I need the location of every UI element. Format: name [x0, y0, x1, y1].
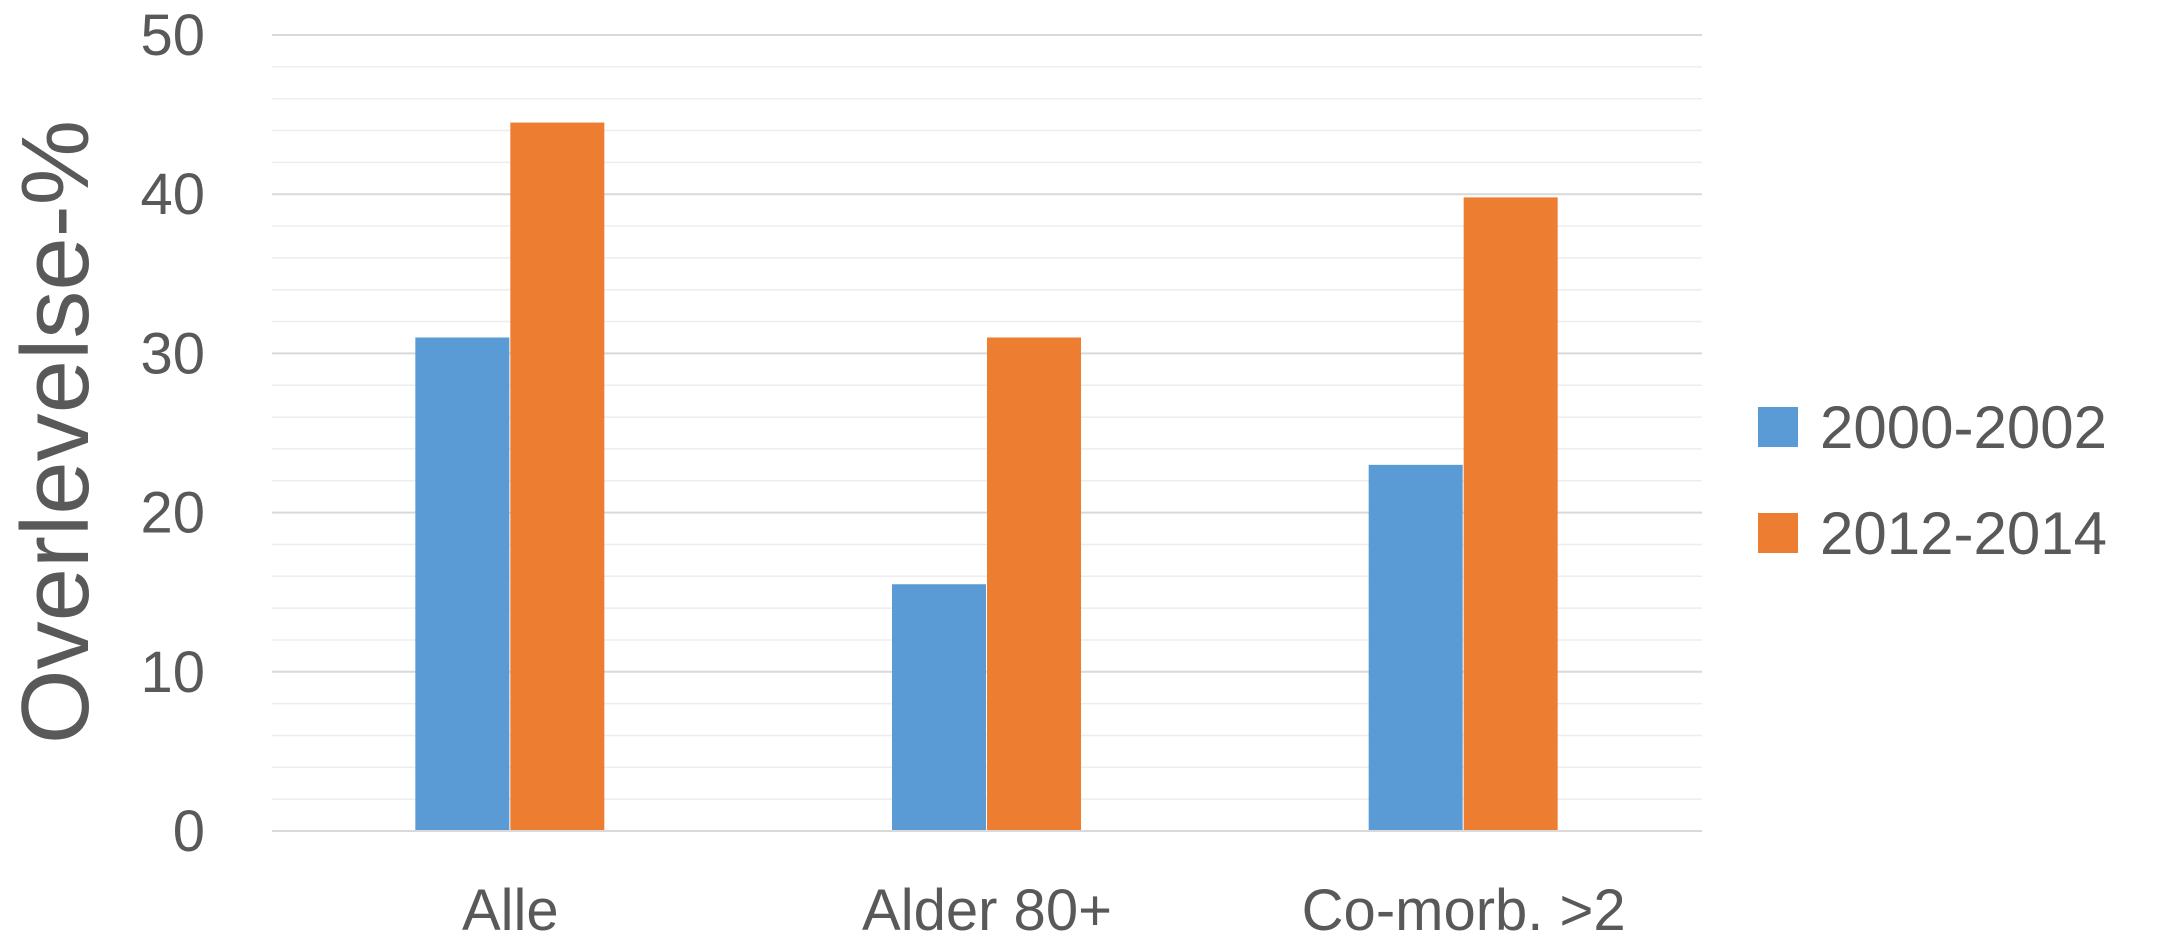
x-axis-categories: Alle Alder 80+ Co-morb. >2	[462, 878, 1626, 943]
legend-label: 2000-2002	[1820, 394, 2107, 461]
x-category-label: Alder 80+	[862, 878, 1112, 943]
legend-item: 2012-2014	[1758, 500, 2107, 567]
y-tick-label: 50	[140, 3, 205, 68]
legend: 2000-2002 2012-2014	[1758, 394, 2107, 567]
bar-2000-2002-Co-morb. >2	[1368, 464, 1463, 831]
bar-2000-2002-Alle	[415, 337, 510, 831]
legend-swatch	[1758, 513, 1798, 553]
y-tick-label: 10	[140, 640, 205, 705]
x-category-label: Alle	[462, 878, 559, 943]
legend-swatch	[1758, 407, 1798, 447]
bar-2012-2014-Co-morb. >2	[1463, 197, 1558, 831]
y-tick-label: 30	[140, 321, 205, 386]
x-category-label: Co-morb. >2	[1302, 878, 1626, 943]
y-tick-label: 40	[140, 162, 205, 227]
legend-item: 2000-2002	[1758, 394, 2107, 461]
bars	[415, 122, 1558, 831]
y-tick-label: 0	[173, 799, 205, 864]
bar-2012-2014-Alle	[510, 122, 605, 831]
legend-label: 2012-2014	[1820, 500, 2107, 567]
bar-2000-2002-Alder 80+	[892, 584, 986, 831]
bar-2012-2014-Alder 80+	[987, 337, 1081, 831]
y-tick-label: 20	[140, 481, 205, 546]
y-axis-title: Overlevelse-%	[2, 120, 109, 744]
y-axis-ticks: 0 10 20 30 40 50	[140, 3, 205, 864]
